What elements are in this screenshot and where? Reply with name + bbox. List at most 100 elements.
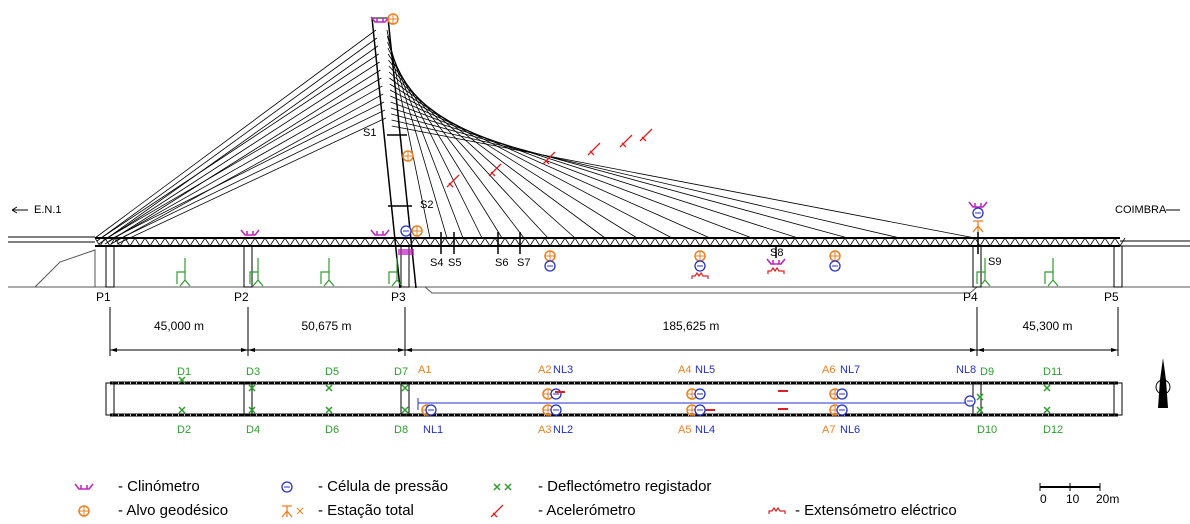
stay-cable (390, 96, 710, 238)
deflectometer-label: D8 (394, 424, 408, 436)
stay-cable (392, 120, 901, 238)
pressure-cell-label: NL6 (840, 424, 860, 436)
target-label: A4 (678, 364, 691, 376)
pier (1114, 246, 1122, 287)
pier (244, 246, 252, 287)
legend-label: - Alvo geodésico (118, 502, 228, 519)
back-stay (111, 94, 383, 244)
deflectometer-label: D1 (177, 366, 191, 378)
direction-right: COIMBRA (1115, 204, 1167, 216)
scale-label: 20m (1096, 492, 1119, 506)
back-stay (113, 102, 384, 238)
section-label: S8 (770, 247, 783, 259)
deflectometer-icon (402, 407, 408, 413)
pressure-cell-label: NL1 (423, 424, 443, 436)
section-label: S1 (363, 127, 376, 139)
deflectometer-label: D9 (980, 366, 994, 378)
clinometer-icon (767, 259, 785, 264)
legend-label: - Deflectómetro registador (538, 478, 711, 495)
clinometer-icon (75, 484, 93, 489)
pier-label: P3 (391, 290, 406, 304)
total-station-icon (973, 221, 983, 232)
target-label: A3 (538, 424, 551, 436)
deflectometer-label: D10 (977, 424, 997, 436)
section-label: S5 (448, 257, 461, 269)
back-stay (117, 118, 386, 244)
deflectometer-icon (1044, 385, 1050, 391)
scale-label: 0 (1040, 492, 1047, 506)
deflectometer-icon (1044, 407, 1050, 413)
deflectometer-stand (1045, 258, 1058, 286)
pier (106, 246, 114, 287)
accelerometer-icon (640, 129, 652, 141)
back-stay (103, 62, 380, 241)
pressure-cell-label: NL2 (553, 424, 573, 436)
back-stay (101, 54, 379, 238)
direction-left: E.N.1 (34, 204, 62, 216)
extensometer-icon (768, 268, 784, 274)
span-label: 45,000 m (154, 319, 204, 333)
stay-cable (391, 108, 798, 238)
plan-support (106, 383, 114, 415)
deflectometer-icon (179, 407, 185, 413)
back-stay (107, 78, 381, 238)
accelerometer-icon (491, 505, 503, 517)
accelerometer-icon (588, 143, 600, 155)
deflectometer-stand (321, 258, 334, 286)
span-label: 185,625 m (663, 319, 720, 333)
extensometer-icon (692, 273, 708, 279)
deflectometer-icon (977, 394, 983, 400)
deflectometer-label: D3 (246, 366, 260, 378)
legend-label: - Célula de pressão (318, 478, 448, 495)
deflectometer-label: D5 (325, 366, 339, 378)
total-station-icon (297, 508, 303, 514)
north-arrow (1158, 358, 1168, 408)
target-label: A6 (822, 364, 835, 376)
bridge-diagram: E.N.1 COIMBRA S1S2S4S5S6S7S8S9P1P2P3P4P5… (0, 0, 1190, 524)
back-stay (95, 30, 376, 238)
total-station-icon (282, 506, 292, 517)
back-stay (97, 38, 377, 241)
deflectometer-icon (326, 385, 332, 391)
target-label: A1 (418, 364, 431, 376)
deflectometer-icon (977, 407, 983, 413)
clinometer-icon (371, 230, 389, 235)
pressure-cell-label: NL3 (553, 364, 573, 376)
span-label: 50,675 m (301, 319, 351, 333)
clinometer-base (398, 249, 414, 255)
deflectometer-icon (326, 407, 332, 413)
deflectometer-icon (505, 484, 511, 490)
legend-label: - Acelerómetro (538, 502, 636, 519)
pier-label: P1 (96, 290, 111, 304)
plan-support (1114, 383, 1122, 415)
pier-label: P2 (234, 290, 249, 304)
deflectometer-icon (494, 484, 500, 490)
pressure-cell-label: NL7 (840, 364, 860, 376)
deflectometer-label: D7 (394, 366, 408, 378)
deflectometer-label: D4 (246, 424, 260, 436)
back-stay (105, 70, 381, 244)
stay-cable (389, 78, 605, 238)
stay-cable (389, 60, 525, 238)
pier-label: P5 (1104, 290, 1119, 304)
pressure-cell-label: NL8 (956, 364, 976, 376)
section-label: S9 (988, 256, 1001, 268)
deflectometer-icon (402, 385, 408, 391)
stay-cable (392, 126, 975, 238)
target-label: A7 (822, 424, 835, 436)
target-label: A2 (538, 364, 551, 376)
legend-label: - Estação total (318, 502, 414, 519)
stay-cable (390, 90, 672, 238)
accelerometer-icon (447, 175, 459, 187)
back-stay (109, 86, 382, 241)
legend-label: - Extensómetro eléctrico (795, 502, 957, 519)
deflectometer-label: D11 (1043, 366, 1062, 378)
section-label: S4 (430, 257, 443, 269)
stay-cable (389, 72, 575, 238)
stay-cable (391, 114, 848, 238)
legend-label: - Clinómetro (118, 478, 200, 495)
deflectometer-label: D12 (1043, 424, 1063, 436)
deck-truss (95, 238, 1125, 246)
span-label: 45,300 m (1022, 319, 1072, 333)
clinometer-icon (969, 202, 987, 207)
